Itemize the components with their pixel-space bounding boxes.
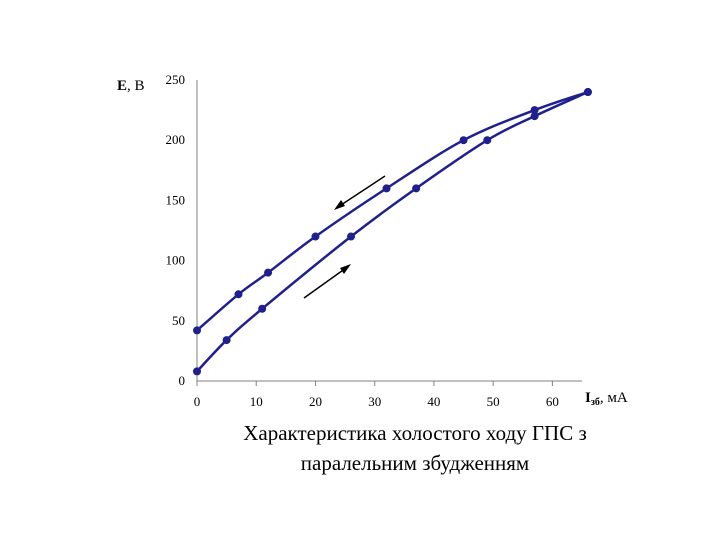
y-tick-label: 150 [166,192,186,207]
x-axis-title-sub: зб [591,397,600,408]
x-tick-label: 50 [487,394,500,409]
series-line-increasing [196,90,589,373]
y-tick-label: 100 [166,253,186,268]
caption-line-2: паралельним збудженням [300,451,530,475]
series-layer [193,88,592,376]
y-tick-labels: 0 50 100 150 200 250 [166,72,186,388]
data-point-increasing [347,232,355,241]
x-tick-label: 0 [194,394,201,409]
x-axis-title-unit: , мА [600,390,628,406]
data-point-increasing [412,184,421,193]
arrow-increasing-head [340,264,351,274]
series-line-decreasing [196,90,589,332]
data-point-decreasing [382,184,391,193]
data-point-decreasing [264,268,273,277]
x-axis-title-main: I [585,390,591,406]
data-point-increasing [258,304,267,313]
data-point-decreasing [193,326,201,335]
x-axis-title: Iзб, мА [585,390,628,408]
data-point-decreasing [234,290,243,299]
data-point-decreasing [530,106,539,115]
arrow-increasing [303,264,351,299]
data-point-increasing [583,88,592,97]
chart-caption: Характеристика холостого ходу ГПС з пара… [150,418,680,478]
arrow-decreasing-shaft [337,175,386,208]
y-tick-label: 50 [172,313,185,328]
y-axis-title-main: E [117,78,127,94]
arrow-increasing-shaft [303,267,347,299]
x-tick-label: 20 [309,394,322,409]
x-tick-label: 40 [427,394,440,409]
data-point-increasing [483,136,492,145]
y-axis: 0 50 100 150 200 250 [166,72,198,388]
data-point-increasing [222,336,231,345]
x-axis: 0 10 20 30 40 50 60 [194,380,582,409]
arrow-decreasing [334,175,386,210]
x-tick-label: 60 [546,394,559,409]
data-point-decreasing [459,136,468,145]
x-tick-label: 30 [368,394,381,409]
data-point-increasing [193,367,201,376]
arrow-decreasing-head [334,200,345,210]
data-point-increasing [530,112,539,121]
y-tick-label: 0 [179,373,186,388]
y-axis-title: E, В [117,78,145,94]
x-tick-label: 10 [250,394,263,409]
data-point-decreasing [311,232,320,241]
x-tick-labels: 0 10 20 30 40 50 60 [194,394,559,409]
y-tick-label: 250 [166,72,186,87]
y-axis-title-unit: , В [127,78,145,94]
y-tick-label: 200 [166,132,186,147]
caption-line-1: Характеристика холостого ходу ГПС з [243,421,587,445]
x-tick-marks [196,381,553,386]
